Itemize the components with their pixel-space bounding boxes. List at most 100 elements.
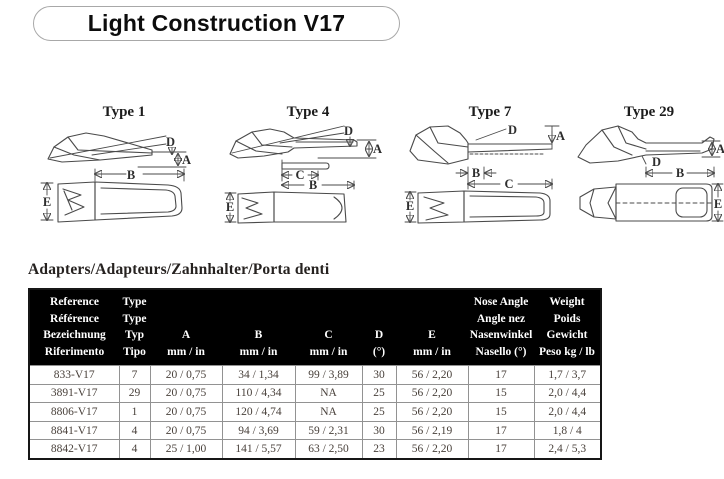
table-cell: 1,7 / 3,7: [533, 365, 602, 385]
table-cell: 15: [467, 383, 535, 404]
table-cell: 110 / 4,34: [221, 383, 296, 404]
type-4-label: Type 4: [286, 104, 330, 120]
table-cell: 56 / 2,19: [395, 420, 469, 441]
table-row: 8842-V17 4 25 / 1,00 141 / 5,57 63 / 2,5…: [28, 439, 602, 460]
dim-label-d: D: [166, 135, 175, 149]
drawing-type-7: Type 7: [404, 104, 576, 227]
dim-label-e: E: [226, 200, 234, 214]
table-cell: 8806-V17: [28, 402, 120, 422]
dim-label-d: D: [652, 155, 661, 169]
col-header-type: Type Type Typ Tipo: [119, 289, 150, 366]
type-7-side-view: [409, 125, 560, 190]
type-7-diagram: D A B C E: [404, 123, 565, 224]
table-cell: 94 / 3,69: [221, 420, 296, 441]
dim-label-c: C: [295, 168, 304, 182]
dim-label-b: B: [676, 166, 684, 180]
table-cell: 56 / 2,20: [395, 383, 469, 404]
table-cell: 1: [118, 402, 151, 422]
type-1-label: Type 1: [102, 104, 146, 120]
type-29-label: Type 29: [623, 104, 675, 120]
table-cell: 141 / 5,57: [221, 439, 296, 460]
type-1-diagram: D A B E: [40, 132, 191, 223]
title-box: Light Construction V17: [33, 6, 400, 41]
type-4-side-view: [229, 125, 377, 190]
col-header-e: E mm / in: [396, 289, 468, 366]
table-cell: 59 / 2,31: [294, 420, 363, 441]
table-cell: 8842-V17: [28, 439, 120, 460]
col-header-d: D (°): [362, 289, 396, 366]
table-cell: 25: [361, 383, 397, 404]
table-cell: 17: [467, 439, 535, 460]
col-header-reference: Reference Référence Bezeichnung Riferime…: [29, 289, 119, 366]
table-cell: 63 / 2,50: [294, 439, 363, 460]
dim-label-b: B: [127, 168, 135, 182]
table-header: Reference Référence Bezeichnung Riferime…: [29, 289, 601, 366]
adapters-table: Reference Référence Bezeichnung Riferime…: [28, 288, 602, 460]
table-row: 8841-V17 4 20 / 0,75 94 / 3,69 59 / 2,31…: [28, 420, 602, 441]
dim-label-d: D: [508, 123, 517, 137]
col-header-nose-angle: Nose Angle Angle nez Nasenwinkel Nasello…: [468, 289, 534, 366]
type-4-top-view: [224, 191, 347, 224]
dim-label-c: C: [504, 177, 513, 191]
table-cell: 120 / 4,74: [221, 402, 296, 422]
drawing-type-1: Type 1 D A: [38, 104, 210, 227]
dim-label-a: A: [556, 129, 565, 143]
drawing-type-4: Type 4: [222, 104, 394, 227]
dim-label-b: B: [309, 178, 317, 192]
dim-label-a: A: [373, 142, 382, 156]
table-row: 3891-V17 29 20 / 0,75 110 / 4,34 NA 25 5…: [28, 383, 602, 404]
type-7-top-view: [404, 190, 551, 224]
table-cell: 8841-V17: [28, 420, 120, 441]
page-title: Light Construction V17: [87, 10, 346, 36]
table-cell: 99 / 3,89: [294, 365, 363, 385]
table-cell: 30: [361, 420, 397, 441]
table-cell: 20 / 0,75: [149, 365, 223, 385]
type-1-top-view: [40, 168, 184, 223]
col-header-c: C mm / in: [295, 289, 362, 366]
table-cell: 23: [361, 439, 397, 460]
table-wrap: Reference Référence Bezeichnung Riferime…: [28, 288, 602, 460]
dim-label-d: D: [344, 124, 353, 138]
table-cell: 2,0 / 4,4: [533, 383, 602, 404]
dim-label-a: A: [182, 153, 191, 167]
table-cell: 56 / 2,20: [395, 439, 469, 460]
table-cell: 4: [118, 420, 151, 441]
col-header-a: A mm / in: [150, 289, 222, 366]
table-cell: 29: [118, 383, 151, 404]
table-body: 833-V17 7 20 / 0,75 34 / 1,34 99 / 3,89 …: [28, 365, 602, 460]
col-header-b: B mm / in: [222, 289, 295, 366]
table-cell: 2,4 / 5,3: [533, 439, 602, 460]
table-row: 8806-V17 1 20 / 0,75 120 / 4,74 NA 25 56…: [28, 402, 602, 422]
table-cell: 25 / 1,00: [149, 439, 223, 460]
table-cell: 30: [361, 365, 397, 385]
table-cell: 1,8 / 4: [533, 420, 602, 441]
dim-label-b: B: [472, 166, 480, 180]
table-cell: 2,0 / 4,4: [533, 402, 602, 422]
table-cell: 25: [361, 402, 397, 422]
dim-label-e: E: [714, 197, 722, 211]
type-7-label: Type 7: [468, 104, 512, 120]
table-cell: 4: [118, 439, 151, 460]
table-cell: 17: [467, 420, 535, 441]
dim-label-e: E: [406, 199, 414, 213]
type-4-diagram: D A C B E: [224, 124, 382, 224]
table-cell: 56 / 2,20: [395, 402, 469, 422]
table-cell: 7: [118, 365, 151, 385]
table-cell: 20 / 0,75: [149, 383, 223, 404]
table-cell: 34 / 1,34: [221, 365, 296, 385]
table-row: 833-V17 7 20 / 0,75 34 / 1,34 99 / 3,89 …: [28, 365, 602, 385]
type-29-side-view: [577, 125, 721, 178]
table-cell: NA: [294, 402, 363, 422]
type-29-diagram: D A B E: [577, 125, 724, 227]
dim-label-e: E: [43, 195, 51, 209]
type-29-top-view: [579, 184, 724, 221]
table-cell: 15: [467, 402, 535, 422]
table-cell: 20 / 0,75: [149, 420, 223, 441]
table-cell: 3891-V17: [28, 383, 120, 404]
section-heading: Adapters/Adapteurs/Zahnhalter/Porta dent…: [28, 261, 330, 278]
col-header-weight: Weight Poids Gewicht Peso kg / lb: [534, 289, 601, 366]
table-cell: 17: [467, 365, 535, 385]
table-cell: NA: [294, 383, 363, 404]
table-cell: 20 / 0,75: [149, 402, 223, 422]
type-1-side-view: [47, 132, 187, 168]
